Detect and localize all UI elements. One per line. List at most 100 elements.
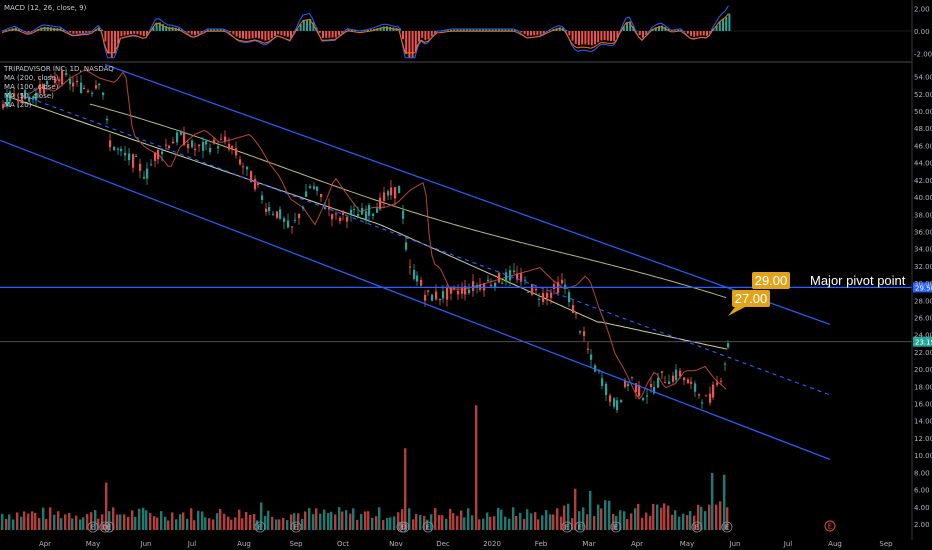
candle-body [180, 131, 183, 135]
candle-body [527, 291, 530, 293]
macd-histogram-bar [274, 31, 276, 37]
event-marker[interactable] [691, 521, 703, 533]
macd-histogram-bar [328, 31, 331, 38]
legend-ma100[interactable]: MA (100, close) [4, 83, 59, 91]
macd-histogram-bar [88, 31, 91, 33]
candle-body [616, 400, 619, 411]
event-markers[interactable]: E D E E E ED E E E E E E E [87, 520, 836, 533]
candle-body [209, 147, 212, 153]
volume-bar [16, 512, 19, 530]
event-marker[interactable] [290, 521, 302, 533]
event-marker[interactable] [398, 521, 410, 533]
macd-histogram-bar [312, 22, 315, 31]
macd-histogram-bar [622, 26, 625, 31]
volume-bar [290, 514, 293, 530]
time-axis[interactable]: Apr May Jun Jul Aug Sep Oct Nov Dec 2020 Feb Mar Apr… [39, 540, 893, 548]
channel-lower-line[interactable] [0, 139, 831, 461]
macd-histogram-bar [270, 31, 273, 39]
event-marker-label: E [578, 524, 582, 532]
candle-body [335, 213, 338, 215]
event-marker[interactable] [103, 521, 115, 533]
event-marker[interactable] [422, 521, 434, 533]
candle-body [538, 298, 541, 300]
macd-histogram-bar [155, 22, 158, 31]
macd-histogram-bar [469, 29, 472, 31]
volume-bar [241, 518, 244, 530]
macd-histogram-bar [126, 31, 129, 35]
candle-body [561, 279, 564, 284]
event-marker[interactable] [721, 521, 733, 533]
macd-histogram-bar [466, 29, 468, 31]
candle-body [50, 75, 53, 77]
macd-histogram-bar [498, 29, 500, 31]
macd-histogram-bar [440, 30, 443, 32]
event-marker[interactable] [99, 521, 111, 533]
macd-histogram-bar [725, 17, 728, 31]
candle-body [605, 383, 608, 396]
volume-bar [489, 516, 492, 530]
channel-mid-line[interactable] [29, 97, 831, 396]
macd-histogram-bar [600, 31, 603, 41]
symbol-header[interactable]: TRIPADVISOR INC, 1D, NASDAQ [3, 65, 114, 73]
macd-histogram-bar [203, 31, 206, 32]
price-tick-label: 6.00 [914, 487, 930, 495]
candle-body [724, 363, 727, 365]
legend-ma200[interactable]: MA (200, close) [4, 74, 59, 82]
time-tick-label: May [86, 540, 100, 548]
price-tick-label: 40.00 [914, 194, 932, 202]
callout-27[interactable]: 27.00 [728, 290, 770, 316]
candle-body [183, 132, 186, 146]
channel-upper-line[interactable] [104, 64, 831, 325]
price-tick-label: 22.00 [914, 349, 932, 357]
future-event-marker[interactable] [824, 520, 836, 532]
macd-histogram-bar [386, 26, 388, 31]
candle-body [402, 210, 405, 219]
macd-histogram-bar [238, 31, 241, 38]
candle-body [476, 285, 479, 288]
price-axis[interactable]: 54.00 52.00 50.00 48.00 46.00 44.00 42.00 40.00… [911, 0, 932, 540]
volume-bar [256, 520, 259, 530]
macd-histogram-bar [222, 29, 225, 31]
volume-bar [541, 515, 544, 530]
pivot-price-tag[interactable] [913, 282, 932, 293]
volume-bar [401, 509, 404, 530]
volume-bar [68, 513, 71, 530]
volume-bar [549, 514, 552, 530]
volume-bar [64, 514, 67, 530]
macd-legend[interactable]: MACD (12, 26, close, 9) [4, 4, 87, 12]
pivot-text[interactable]: Major pivot point [810, 273, 906, 288]
candle-body [165, 144, 168, 146]
volume-bar [297, 513, 300, 530]
volume-bar [356, 519, 359, 530]
event-marker-label: E [565, 524, 569, 532]
callout-29[interactable]: 29.00 [752, 272, 790, 289]
volume-bar [315, 508, 318, 530]
volume-bar [145, 510, 148, 530]
callout-27-box [732, 290, 770, 307]
legend-ma50[interactable]: MA (50, close) [4, 92, 54, 100]
macd-histogram-bar [677, 29, 680, 31]
price-tick-label: 24.00 [914, 332, 932, 340]
event-marker[interactable] [574, 521, 586, 533]
macd-histogram-bar [533, 31, 536, 36]
event-marker[interactable] [87, 521, 99, 533]
price-tick-label: 14.00 [914, 418, 932, 426]
event-marker[interactable] [561, 521, 573, 533]
macd-histogram-bar [510, 29, 513, 31]
event-marker[interactable] [610, 521, 622, 533]
volume-bar [430, 514, 433, 530]
last-price-tag[interactable] [913, 336, 932, 347]
macd-histogram-bar [715, 25, 718, 31]
macd-histogram-bar [347, 29, 350, 31]
volume-bar [97, 518, 100, 530]
volume-bar [327, 513, 330, 530]
candle-body [202, 141, 205, 151]
legend-ma20[interactable]: MA (20) [4, 101, 32, 109]
volume-bar [267, 510, 270, 530]
macd-histogram-bar [472, 29, 475, 31]
trend-channel[interactable] [0, 64, 831, 461]
macd-histogram-bar [597, 31, 600, 43]
event-marker[interactable] [254, 521, 266, 533]
macd-histogram-bar [507, 29, 510, 31]
